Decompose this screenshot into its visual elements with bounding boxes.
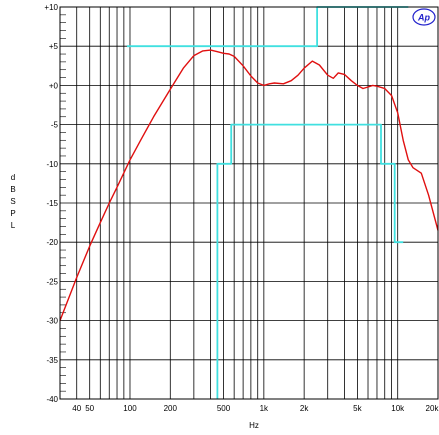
y-tick-label: +0: [49, 81, 59, 90]
y-tick-label: -15: [46, 199, 58, 208]
x-tick-label: 1k: [260, 404, 269, 413]
minor-y-gridlines: [60, 14, 66, 392]
plot-frame: [59, 6, 439, 400]
x-tick-label: 2k: [300, 404, 309, 413]
x-tick-label: 20k: [426, 404, 439, 413]
ap-logo-ring: [412, 8, 436, 26]
x-tick-label: 50: [85, 404, 94, 413]
y-tick-label: -40: [46, 395, 58, 404]
y-tick-label: -25: [46, 277, 58, 286]
y-axis-title-letter: S: [10, 197, 15, 206]
y-axis-title-letter: d: [11, 173, 15, 182]
y-axis-title-letter: P: [10, 209, 15, 218]
x-tick-label: 5k: [353, 404, 362, 413]
y-tick-label: -5: [51, 121, 59, 130]
y-tick-label: -35: [46, 356, 58, 365]
y-axis-title-letter: B: [10, 185, 15, 194]
y-tick-label: -10: [46, 160, 58, 169]
x-tick-label: 500: [217, 404, 231, 413]
x-axis-title: Hz: [249, 421, 259, 430]
y-tick-label: -20: [46, 238, 58, 247]
y-tick-labels: +10 +5 +0 -5 -10 -15 -20 -25 -30 -35 -40: [44, 3, 58, 404]
y-tick-label: -30: [46, 317, 58, 326]
y-tick-label: +5: [49, 42, 59, 51]
y-axis-title-letter: L: [11, 221, 16, 230]
x-tick-labels: 40 50 100 200 500 1k 2k 5k 10k 20k: [72, 404, 439, 413]
x-tick-label: 200: [164, 404, 178, 413]
ap-logo-text: Ap: [417, 13, 430, 23]
response-curve: [59, 49, 439, 321]
limit-line-2: [216, 123, 404, 399]
x-tick-label: 100: [123, 404, 137, 413]
x-tick-label: 10k: [391, 404, 405, 413]
limit-line-1: [127, 6, 409, 48]
x-tick-label: 40: [72, 404, 81, 413]
ap-logo: Ap: [412, 8, 436, 26]
y-tick-label: +10: [44, 3, 58, 12]
